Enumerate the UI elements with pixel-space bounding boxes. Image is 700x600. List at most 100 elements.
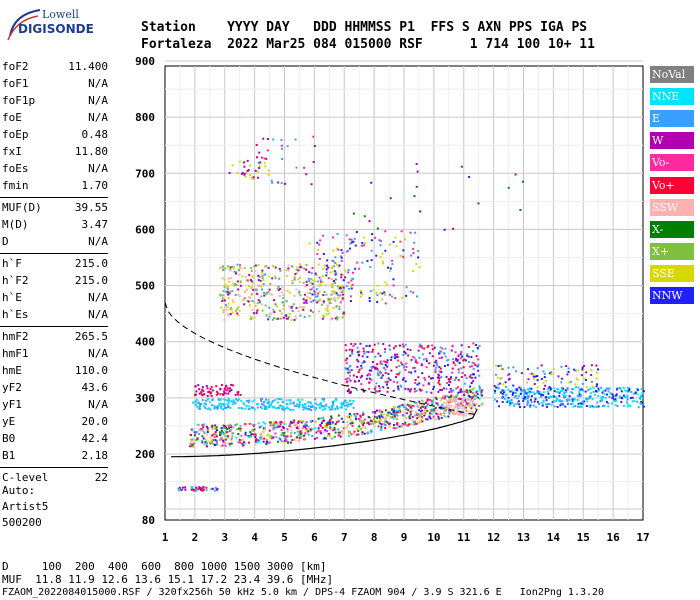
echo-point [446, 364, 449, 367]
echo-point [594, 393, 597, 396]
echo-point [266, 138, 269, 141]
echo-point [536, 367, 539, 370]
echo-point [192, 445, 195, 448]
echo-point [374, 355, 377, 358]
echo-point [205, 385, 208, 388]
echo-point [624, 396, 627, 399]
echo-point [347, 369, 350, 372]
echo-point [331, 408, 334, 411]
echo-point [312, 135, 315, 138]
echo-point [263, 437, 266, 440]
echo-point [472, 367, 475, 370]
echo-point [347, 434, 350, 437]
echo-point [570, 391, 573, 394]
echo-point [415, 401, 418, 404]
echo-point [420, 419, 423, 422]
echo-point [326, 264, 329, 267]
echo-point [297, 310, 300, 313]
echo-point [281, 286, 284, 289]
param-row: hmF1 N/A [2, 347, 108, 363]
echo-point [348, 399, 351, 402]
echo-point [255, 311, 258, 314]
echo-point [265, 398, 268, 401]
echo-point [394, 345, 397, 348]
echo-point [245, 288, 248, 291]
echo-point [232, 301, 235, 304]
echo-point [352, 399, 355, 402]
echo-point [373, 425, 376, 428]
echo-point [402, 249, 405, 252]
echo-point [626, 405, 629, 408]
echo-point [298, 434, 301, 437]
echo-point [283, 288, 286, 291]
echo-point [332, 236, 335, 239]
echo-point [346, 357, 349, 360]
echo-point [553, 395, 556, 398]
echo-point [269, 435, 272, 438]
echo-point [471, 400, 474, 403]
x-tick-label: 16 [607, 531, 621, 544]
echo-point [345, 401, 348, 404]
echo-point [425, 391, 428, 394]
echo-point [376, 294, 379, 297]
echo-point [443, 352, 446, 355]
echo-point [418, 400, 421, 403]
echo-point [270, 437, 273, 440]
echo-point [304, 268, 307, 271]
echo-point [343, 313, 346, 316]
echo-point [612, 399, 615, 402]
echo-point [437, 390, 440, 393]
echo-point [304, 432, 307, 435]
echo-point [586, 398, 589, 401]
axis-ticks: 1 2 3 4 5 6 7 8 9 10 11 12 13 14 15 16 17802003004005006… [135, 55, 650, 544]
echo-point [529, 404, 532, 407]
echo-point [552, 367, 555, 370]
param-label: M(D) [2, 218, 29, 231]
echo-point [368, 220, 371, 223]
echo-point [556, 405, 559, 408]
echo-point [386, 421, 389, 424]
echo-point [470, 376, 473, 379]
echo-point [360, 244, 363, 247]
echo-point [217, 404, 220, 407]
echo-point [282, 307, 285, 310]
echo-point [595, 405, 598, 408]
echo-point [202, 425, 205, 428]
echo-point [224, 426, 227, 429]
echo-point [306, 295, 309, 298]
echo-point [322, 315, 325, 318]
echo-point [275, 422, 278, 425]
echo-point [223, 433, 226, 436]
echo-point [363, 360, 366, 363]
echo-point [251, 281, 254, 284]
echo-point [278, 267, 281, 270]
echo-point [631, 400, 634, 403]
echo-point [285, 269, 288, 272]
echo-point [378, 239, 381, 242]
echo-point [418, 266, 421, 269]
echo-point [327, 277, 330, 280]
echo-point [444, 347, 447, 350]
echo-point [320, 417, 323, 420]
echo-point [243, 303, 246, 306]
echo-point [434, 368, 437, 371]
echo-point [301, 398, 304, 401]
legend-item: Vo- [650, 154, 694, 172]
echo-point [443, 228, 446, 231]
echo-point [402, 255, 405, 258]
echo-point [473, 394, 476, 397]
echo-point [465, 413, 468, 416]
echo-point [454, 395, 457, 398]
echo-point [398, 408, 401, 411]
echo-point [426, 409, 429, 412]
echo-point [443, 395, 446, 398]
param-row: hmF2 265.5 [2, 330, 108, 346]
echo-point [331, 286, 334, 289]
echo-point [314, 295, 317, 298]
echo-point [196, 423, 199, 426]
echo-point [260, 403, 263, 406]
echo-point [357, 429, 360, 432]
echo-point [268, 306, 271, 309]
echo-point [221, 294, 224, 297]
